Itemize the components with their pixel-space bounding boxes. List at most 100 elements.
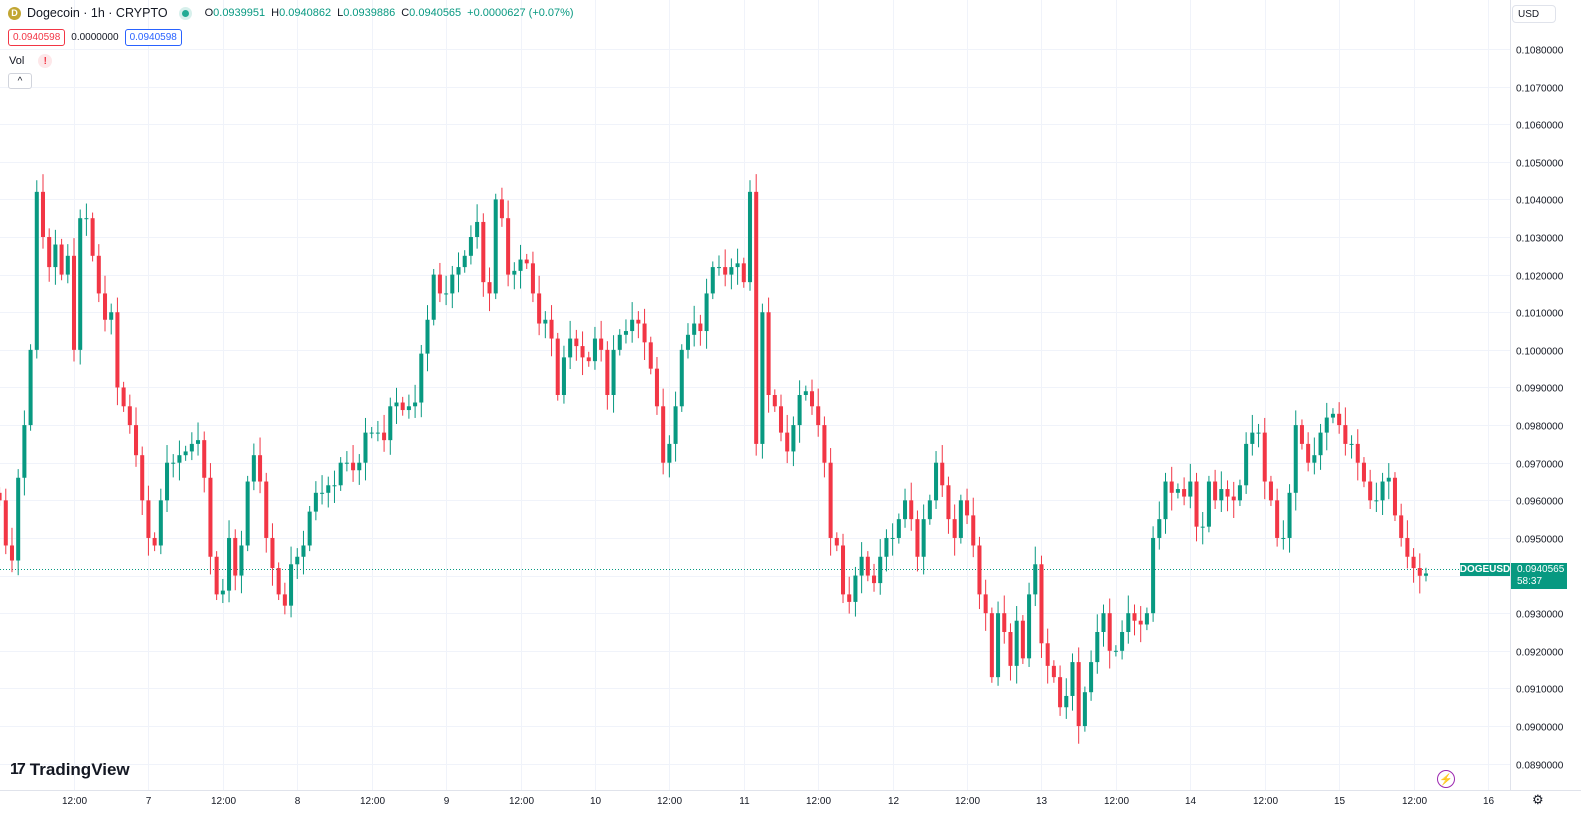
candle-body xyxy=(22,425,27,478)
candle-body xyxy=(320,492,325,494)
x-tick-label: 13 xyxy=(1036,796,1048,807)
ohlc-values: O0.0939951 H0.0940862 L0.0939886 C0.0940… xyxy=(205,7,574,19)
candle-body xyxy=(1423,573,1428,576)
candle-body xyxy=(983,594,988,614)
lightning-icon[interactable]: ⚡ xyxy=(1437,770,1455,788)
x-tick-label: 7 xyxy=(146,796,152,807)
tradingview-logo[interactable]: 17 TradingView xyxy=(10,760,130,780)
candle-body xyxy=(282,594,287,606)
x-tick-label: 12:00 xyxy=(806,796,831,807)
x-tick-label: 12:00 xyxy=(657,796,682,807)
y-tick-label: 0.0890000 xyxy=(1516,761,1564,772)
candle-body xyxy=(146,500,151,538)
candle-body xyxy=(605,349,610,395)
x-tick-label: 10 xyxy=(590,796,602,807)
x-tick-label: 16 xyxy=(1483,796,1495,807)
candle-body xyxy=(1368,481,1373,501)
y-tick-label: 0.1020000 xyxy=(1516,272,1564,283)
x-tick-label: 12:00 xyxy=(360,796,385,807)
market-status-icon[interactable] xyxy=(181,9,189,17)
candle-body xyxy=(661,406,666,463)
candle-body xyxy=(437,274,442,294)
candle-body xyxy=(524,259,529,264)
candle-body xyxy=(264,481,269,538)
candle-body xyxy=(406,406,411,411)
candle-body xyxy=(1070,662,1075,696)
candle-body xyxy=(1076,662,1081,727)
candle-body xyxy=(847,594,852,602)
candle-body xyxy=(822,425,827,463)
candle-body xyxy=(1392,477,1397,516)
candle-body xyxy=(537,293,542,324)
x-tick-label: 11 xyxy=(739,796,750,807)
candle-body xyxy=(214,556,219,595)
candle-body xyxy=(90,218,95,256)
candle-body xyxy=(1175,489,1180,493)
candle-body xyxy=(692,323,697,335)
candle-body xyxy=(165,462,170,501)
candle-body xyxy=(735,263,740,268)
currency-selector[interactable]: USD xyxy=(1512,5,1556,23)
candle-body xyxy=(1163,481,1168,520)
x-tick-label: 12:00 xyxy=(955,796,980,807)
candle-body xyxy=(59,244,64,275)
collapse-legend-button[interactable]: ^ xyxy=(8,73,32,89)
candle-body xyxy=(400,402,405,411)
candle-body xyxy=(96,255,101,294)
symbol-price-label: DOGEUSD xyxy=(1459,563,1511,576)
candle-body xyxy=(952,519,957,538)
candle-body xyxy=(965,500,970,516)
time-axis[interactable]: 12:00 7 12:00 8 12:00 9 12:00 10 12:00 11 12:00 12 1… xyxy=(62,796,1495,807)
y-tick-label: 0.1040000 xyxy=(1516,196,1564,207)
candle-body xyxy=(636,319,641,324)
symbol-title[interactable]: Dogecoin · 1h · CRYPTO xyxy=(27,6,168,20)
candle-body xyxy=(592,338,597,362)
close-label: C xyxy=(401,7,410,19)
bid-price-button[interactable]: 0.0940598 xyxy=(8,29,66,46)
candle-body xyxy=(158,500,163,546)
candle-body xyxy=(1244,443,1249,486)
candle-body xyxy=(878,556,883,584)
volume-legend: Vol ! xyxy=(9,54,53,68)
candle-body xyxy=(530,263,535,294)
candle-body xyxy=(344,462,349,464)
y-tick-label: 0.0980000 xyxy=(1516,422,1564,433)
candle-body xyxy=(413,402,418,407)
candle-body xyxy=(1349,443,1354,445)
candle-body xyxy=(363,432,368,463)
candle-body xyxy=(1374,500,1379,502)
candle-body xyxy=(1250,432,1255,444)
candle-body xyxy=(723,267,728,275)
candle-body xyxy=(1237,485,1242,501)
candle-body xyxy=(388,406,393,441)
candle-body xyxy=(586,357,591,362)
symbol-legend: D Dogecoin · 1h · CRYPTO O0.0939951 H0.0… xyxy=(8,6,574,20)
ask-price-button[interactable]: 0.0940598 xyxy=(124,29,182,46)
high-label: H xyxy=(271,7,280,19)
candle-body xyxy=(258,455,263,482)
settings-gear-icon[interactable]: ⚙ xyxy=(1532,792,1544,807)
y-tick-label: 0.0970000 xyxy=(1516,460,1564,471)
volume-label[interactable]: Vol xyxy=(9,55,25,67)
candle-body xyxy=(1014,620,1019,666)
candle-body xyxy=(797,395,802,426)
bid-ask-row: 0.0940598 0.0000000 0.0940598 xyxy=(8,29,182,46)
candle-body xyxy=(1312,455,1317,463)
candle-body xyxy=(909,500,914,520)
candle-body xyxy=(1231,496,1236,501)
open-label: O xyxy=(204,7,214,19)
warning-icon[interactable]: ! xyxy=(38,54,53,68)
candle-body xyxy=(481,221,486,283)
candle-body xyxy=(890,537,895,539)
candle-body xyxy=(1281,537,1286,539)
price-axis[interactable]: 0.0890000 0.0900000 0.0910000 0.0920000 0.09… xyxy=(1516,46,1564,772)
y-tick-label: 0.0910000 xyxy=(1516,685,1564,696)
candle-body xyxy=(754,191,759,444)
x-tick-label: 12:00 xyxy=(1402,796,1427,807)
candle-body xyxy=(1194,481,1199,527)
dogecoin-icon: D xyxy=(8,6,21,20)
candle-body xyxy=(1206,481,1211,527)
open-value: 0.0939951 xyxy=(213,7,266,19)
candle-body xyxy=(338,462,343,486)
